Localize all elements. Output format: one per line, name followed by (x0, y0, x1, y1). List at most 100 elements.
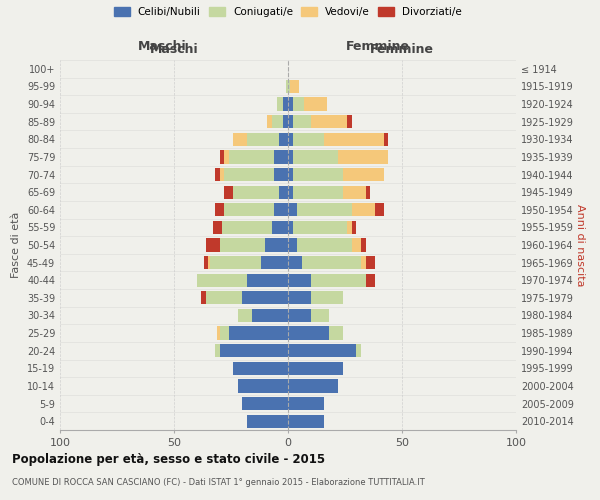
Bar (365, 186, 370, 198)
Bar (343, 168, 384, 181)
Bar (304, 98, 327, 110)
Y-axis label: Fasce di età: Fasce di età (11, 212, 21, 278)
Bar (222, 221, 272, 234)
Bar (361, 256, 365, 269)
Bar (203, 256, 208, 269)
Bar (288, 362, 343, 375)
Bar (238, 380, 288, 392)
Bar (356, 344, 361, 358)
Bar (206, 238, 220, 252)
Bar (220, 150, 224, 164)
Bar (265, 238, 288, 252)
Bar (224, 203, 274, 216)
Bar (220, 238, 265, 252)
Bar (288, 221, 293, 234)
Bar (202, 291, 206, 304)
Bar (277, 98, 283, 110)
Bar (365, 274, 374, 287)
Bar (288, 115, 293, 128)
Bar (233, 186, 279, 198)
Bar (365, 256, 374, 269)
Bar (233, 362, 288, 375)
Bar (325, 132, 384, 146)
Bar (288, 168, 293, 181)
Bar (290, 80, 299, 93)
Bar (302, 256, 361, 269)
Bar (215, 168, 220, 181)
Bar (288, 380, 338, 392)
Bar (247, 414, 288, 428)
Bar (288, 98, 293, 110)
Bar (311, 309, 329, 322)
Bar (361, 238, 365, 252)
Legend: Celibi/Nubili, Coniugati/e, Vedovi/e, Divorziati/e: Celibi/Nubili, Coniugati/e, Vedovi/e, Di… (110, 2, 466, 21)
Bar (211, 256, 260, 269)
Bar (220, 168, 224, 181)
Bar (247, 274, 288, 287)
Bar (224, 186, 233, 198)
Bar (251, 309, 288, 322)
Bar (229, 326, 288, 340)
Bar (274, 168, 288, 181)
Bar (288, 80, 290, 93)
Text: COMUNE DI ROCCA SAN CASCIANO (FC) - Dati ISTAT 1° gennaio 2015 - Elaborazione TU: COMUNE DI ROCCA SAN CASCIANO (FC) - Dati… (12, 478, 425, 487)
Bar (311, 274, 365, 287)
Bar (283, 98, 288, 110)
Bar (293, 115, 311, 128)
Bar (288, 238, 297, 252)
Bar (215, 344, 220, 358)
Bar (288, 150, 293, 164)
Bar (274, 203, 288, 216)
Bar (215, 203, 224, 216)
Bar (288, 256, 302, 269)
Bar (224, 150, 229, 164)
Bar (286, 80, 288, 93)
Bar (374, 203, 384, 216)
Bar (283, 115, 288, 128)
Bar (233, 132, 247, 146)
Bar (352, 221, 356, 234)
Bar (293, 186, 343, 198)
Bar (288, 344, 356, 358)
Bar (260, 256, 288, 269)
Bar (311, 291, 343, 304)
Bar (288, 132, 293, 146)
Bar (293, 98, 304, 110)
Text: Femmine: Femmine (346, 40, 410, 52)
Bar (352, 203, 374, 216)
Bar (213, 221, 222, 234)
Bar (208, 256, 211, 269)
Text: Femmine: Femmine (370, 44, 434, 57)
Bar (206, 291, 242, 304)
Bar (288, 309, 311, 322)
Bar (338, 150, 388, 164)
Bar (384, 132, 388, 146)
Bar (247, 132, 279, 146)
Text: Popolazione per età, sesso e stato civile - 2015: Popolazione per età, sesso e stato civil… (12, 452, 325, 466)
Bar (238, 309, 251, 322)
Bar (288, 397, 325, 410)
Bar (329, 326, 343, 340)
Y-axis label: Anni di nascita: Anni di nascita (575, 204, 585, 286)
Bar (279, 132, 288, 146)
Bar (293, 168, 343, 181)
Bar (288, 186, 293, 198)
Bar (274, 150, 288, 164)
Bar (242, 397, 288, 410)
Bar (297, 203, 352, 216)
Bar (288, 414, 325, 428)
Bar (229, 150, 274, 164)
Bar (197, 274, 247, 287)
Bar (242, 291, 288, 304)
Bar (220, 344, 288, 358)
Bar (293, 150, 338, 164)
Bar (217, 326, 220, 340)
Bar (272, 115, 283, 128)
Bar (347, 115, 352, 128)
Bar (288, 291, 311, 304)
Bar (311, 115, 347, 128)
Text: Maschi: Maschi (149, 44, 199, 57)
Bar (343, 186, 365, 198)
Bar (288, 326, 329, 340)
Bar (279, 186, 288, 198)
